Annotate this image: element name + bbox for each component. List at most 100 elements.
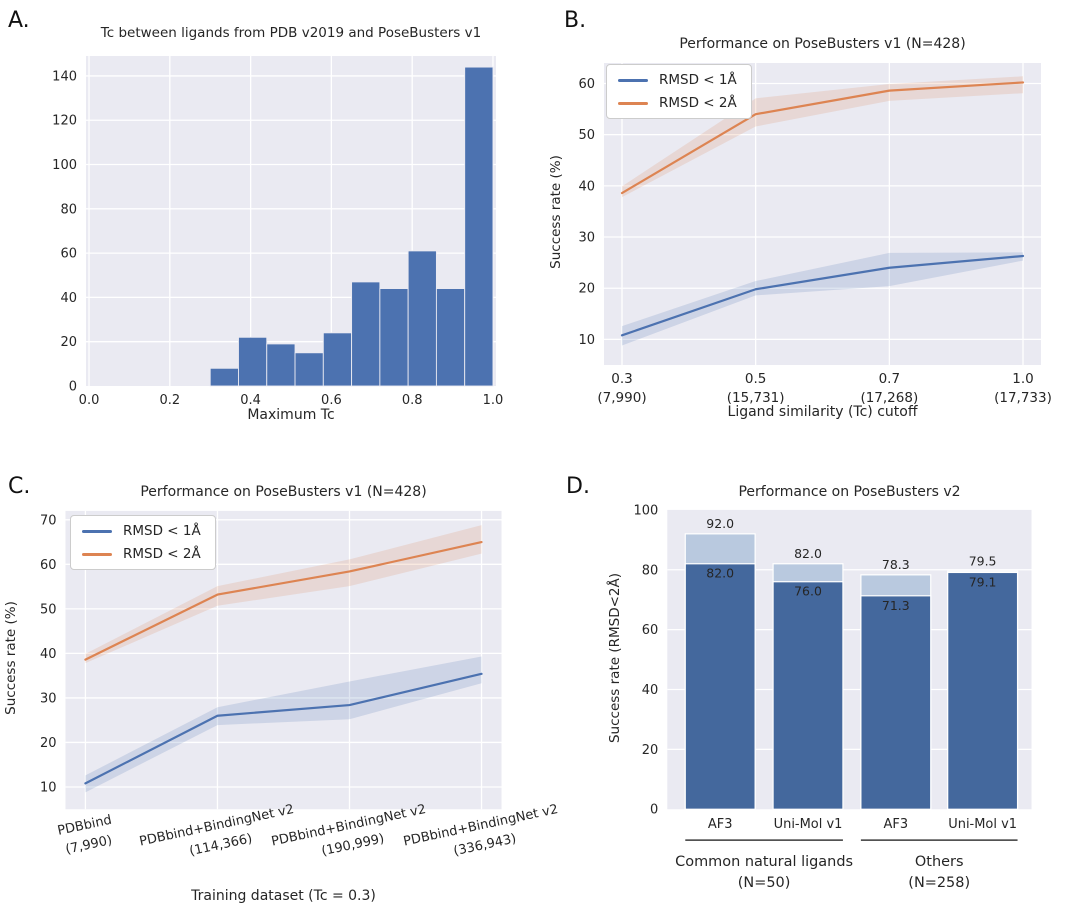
- legend-item-rmsd-2a: RMSD < 2Å: [618, 95, 737, 111]
- y-tick-label: 50: [40, 602, 57, 617]
- blue-line-swatch: [82, 529, 112, 533]
- panel-d-bar-chart: 92.0 82.0 AF3 82.0 76.0 Uni-Mol v1 78.3 71.3 AF3…: [634, 503, 1032, 891]
- panel-c-x-axis-label: Training dataset (Tc = 0.3): [191, 888, 376, 904]
- bar-dark-segment: [772, 581, 844, 810]
- y-tick-label: 0: [69, 380, 77, 395]
- bar-model-label: AF3: [708, 817, 733, 832]
- panel-c-title: Performance on PoseBusters v1 (N=428): [140, 484, 427, 500]
- y-tick-label: 20: [40, 736, 57, 751]
- bar-value-dark: 71.3: [882, 598, 910, 613]
- confidence-band: [622, 252, 1023, 346]
- histogram-bar: [435, 288, 466, 387]
- histogram-bar: [294, 352, 324, 387]
- confidence-band: [622, 76, 1023, 198]
- y-tick-label: 60: [642, 623, 659, 638]
- histogram-bar: [351, 281, 381, 387]
- panel-c-legend: RMSD < 1Å RMSD < 2Å: [70, 515, 216, 570]
- series-line: [84, 672, 483, 785]
- y-tick-label: 40: [40, 647, 57, 662]
- x-tick-label: 0.7 (17,268): [860, 371, 918, 406]
- y-tick-label: 10: [40, 780, 57, 795]
- histogram-bar: [238, 336, 268, 387]
- orange-line-swatch: [618, 101, 648, 105]
- blue-line-swatch: [618, 78, 648, 82]
- orange-line-swatch: [82, 552, 112, 556]
- panel-a-title: Tc between ligands from PDB v2019 and Po…: [100, 25, 482, 41]
- y-tick-label: 50: [578, 128, 595, 143]
- group-label: Others (N=258): [908, 854, 970, 891]
- bar-dark-segment: [947, 571, 1019, 810]
- legend-item-rmsd-1a: RMSD < 1Å: [82, 523, 201, 539]
- bar-value-dark: 79.1: [969, 574, 997, 589]
- panel-b-title: Performance on PoseBusters v1 (N=428): [679, 36, 966, 52]
- bar-dark-segment: [860, 595, 932, 810]
- panel-a: A. Tc between ligands from PDB v2019 and…: [0, 0, 540, 460]
- bar-value-light: 92.0: [706, 516, 734, 531]
- y-tick-label: 20: [60, 335, 77, 350]
- bar-model-label: Uni-Mol v1: [774, 817, 843, 832]
- group-label: Common natural ligands (N=50): [675, 854, 853, 891]
- panel-c-letter: C.: [8, 474, 31, 499]
- histogram-bar: [322, 332, 353, 387]
- series-line: [84, 540, 483, 661]
- panel-c-y-axis-label: Success rate (%): [3, 601, 19, 715]
- y-tick-label: 80: [60, 202, 77, 217]
- x-tick-label: 0.4: [240, 393, 261, 408]
- histogram-bar: [407, 250, 437, 387]
- y-tick-label: 40: [642, 683, 659, 698]
- y-tick-label: 30: [40, 691, 57, 706]
- panel-a-histogram: 0 20 40 60 80 100 120 140 0.0 0.2 0.4 0.6 0.8 1.0: [52, 56, 504, 408]
- legend-label-rmsd-1a: RMSD < 1Å: [659, 72, 737, 88]
- bar-value-dark: 76.0: [794, 584, 822, 599]
- x-tick-label: PDBbind(7,990): [56, 813, 117, 859]
- y-tick-label: 10: [578, 333, 595, 348]
- y-tick-label: 100: [634, 503, 659, 518]
- panel-d-title: Performance on PoseBusters v2: [738, 484, 961, 500]
- confidence-band: [85, 525, 482, 664]
- panel-c: C. Performance on PoseBusters v1 (N=428)…: [0, 460, 559, 919]
- panel-b-x-axis-label: Ligand similarity (Tc) cutoff: [727, 404, 918, 420]
- x-tick-label: 0.5 (15,731): [727, 371, 785, 406]
- panel-a-letter: A.: [8, 8, 30, 33]
- y-tick-label: 20: [578, 282, 595, 297]
- y-tick-label: 60: [60, 247, 77, 262]
- legend-label-rmsd-2a: RMSD < 2Å: [659, 95, 737, 111]
- series-line: [620, 81, 1025, 195]
- x-tick-label: 1.0: [483, 393, 504, 408]
- y-tick-label: 20: [642, 743, 659, 758]
- bar-model-label: Uni-Mol v1: [948, 817, 1017, 832]
- legend-item-rmsd-1a: RMSD < 1Å: [618, 72, 737, 88]
- bar-value-light: 78.3: [882, 557, 910, 572]
- bar-dark-segment: [684, 563, 756, 810]
- x-tick-label: 0.0: [79, 393, 100, 408]
- x-tick-label: 0.3 (7,990): [597, 371, 646, 406]
- panel-b-letter: B.: [564, 8, 587, 33]
- y-tick-label: 120: [52, 114, 77, 129]
- histogram-bar: [209, 367, 239, 387]
- y-tick-label: 40: [60, 291, 77, 306]
- confidence-band: [85, 656, 482, 793]
- x-tick-label: 0.6: [321, 393, 342, 408]
- bar-model-label: AF3: [884, 817, 909, 832]
- histogram-bar: [266, 343, 296, 387]
- panel-b-legend: RMSD < 1Å RMSD < 2Å: [606, 64, 752, 119]
- bar-value-dark: 82.0: [706, 566, 734, 581]
- x-tick-label: 0.2: [159, 393, 180, 408]
- y-tick-label: 60: [578, 77, 595, 92]
- y-tick-label: 40: [578, 179, 595, 194]
- histogram-bar: [379, 288, 409, 387]
- panel-b: B. Performance on PoseBusters v1 (N=428)…: [540, 0, 1080, 460]
- y-tick-label: 30: [578, 231, 595, 246]
- y-tick-label: 80: [642, 563, 659, 578]
- panel-d-y-axis-label: Success rate (RMSD<2Å): [607, 573, 623, 744]
- legend-label-rmsd-2a: RMSD < 2Å: [123, 546, 201, 562]
- histogram-bar: [464, 66, 494, 387]
- y-tick-label: 60: [40, 558, 57, 573]
- y-tick-label: 0: [650, 803, 658, 818]
- y-tick-label: 70: [40, 513, 57, 528]
- series-line: [620, 254, 1025, 337]
- legend-item-rmsd-2a: RMSD < 2Å: [82, 546, 201, 562]
- x-tick-label: 1.0 (17,733): [994, 371, 1052, 406]
